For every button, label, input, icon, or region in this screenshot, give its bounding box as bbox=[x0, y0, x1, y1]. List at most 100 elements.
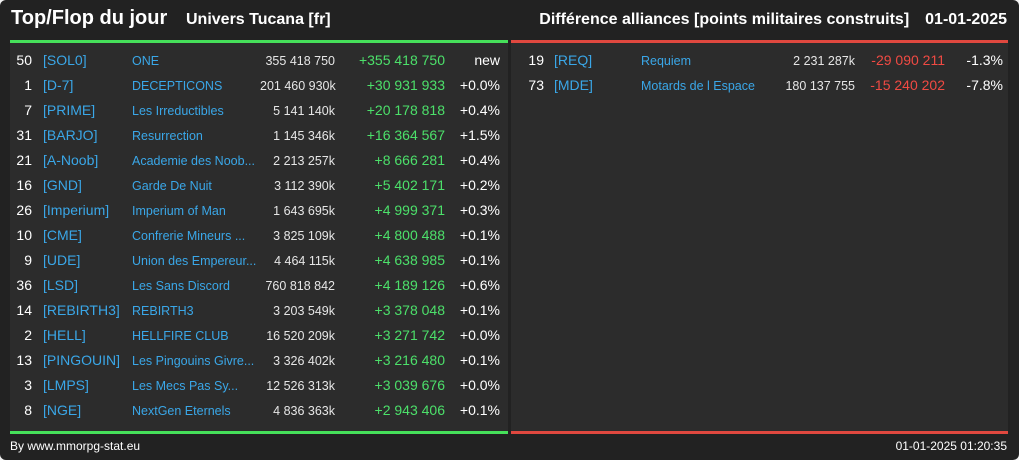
category-label: Différence alliances [points militaires … bbox=[539, 11, 910, 28]
rank-cell: 36 bbox=[16, 277, 32, 293]
alliance-tag-link[interactable]: [PINGOUIN] bbox=[43, 352, 121, 368]
table-row: 21 [A-Noob] Academie des Noob... 2 213 257k… bbox=[10, 148, 508, 173]
alliance-name-link[interactable]: Requiem bbox=[641, 54, 692, 68]
alliance-tag-link[interactable]: [REQ] bbox=[554, 52, 593, 68]
table-row: 16 [GND] Garde De Nuit 3 112 390k +5 402 171… bbox=[10, 173, 508, 198]
alliance-tag-link[interactable]: [BARJO] bbox=[43, 127, 98, 143]
alliance-name-link[interactable]: Imperium of Man bbox=[132, 204, 226, 218]
source-credit: By www.mmorpg-stat.eu bbox=[10, 439, 141, 453]
percent-cell: +0.0% bbox=[459, 327, 500, 343]
alliance-tag-link[interactable]: [SOL0] bbox=[43, 52, 87, 68]
table-row: 13 [PINGOUIN] Les Pingouins Givre... 3 326 … bbox=[10, 348, 508, 373]
flop-accent-bar bbox=[511, 40, 1008, 43]
flop-list: 19 [REQ] Requiem 2 231 287k -29 090 211 -1.3%… bbox=[511, 48, 1008, 98]
top-bottom-bar bbox=[10, 431, 508, 434]
alliance-tag-link[interactable]: [HELL] bbox=[43, 327, 86, 343]
top-accent-bar bbox=[10, 40, 508, 43]
alliance-tag-link[interactable]: [A-Noob] bbox=[43, 152, 99, 168]
percent-cell: +0.0% bbox=[459, 77, 500, 93]
difference-cell: -29 090 211 bbox=[871, 52, 945, 68]
flop-panel: 19 [REQ] Requiem 2 231 287k -29 090 211 -1.3%… bbox=[511, 43, 1008, 431]
percent-cell: +0.0% bbox=[459, 377, 500, 393]
alliance-name-link[interactable]: Les Mecs Pas Sy... bbox=[132, 379, 239, 393]
percent-cell: +0.4% bbox=[459, 102, 500, 118]
rank-cell: 16 bbox=[16, 177, 32, 193]
table-row: 7 [PRIME] Les Irreductibles 5 141 140k +20 1… bbox=[10, 98, 508, 123]
points-cell: 3 203 549k bbox=[273, 304, 335, 318]
table-row: 9 [UDE] Union des Empereur... 4 464 115k +4 … bbox=[10, 248, 508, 273]
alliance-tag-link[interactable]: [NGE] bbox=[43, 402, 82, 418]
difference-cell: +3 216 480 bbox=[374, 352, 445, 368]
table-row: 73 [MDE] Motards de l Espace 180 137 755 -15… bbox=[511, 73, 1008, 98]
difference-cell: +4 638 985 bbox=[374, 252, 445, 268]
alliance-tag-link[interactable]: [Imperium] bbox=[43, 202, 110, 218]
points-cell: 5 141 140k bbox=[273, 104, 335, 118]
alliance-name-link[interactable]: Garde De Nuit bbox=[132, 179, 212, 193]
rank-cell: 14 bbox=[16, 302, 32, 318]
alliance-name-link[interactable]: Les Irreductibles bbox=[132, 104, 224, 118]
percent-cell: +0.1% bbox=[459, 227, 500, 243]
flop-bottom-bar bbox=[511, 431, 1008, 434]
alliance-name-link[interactable]: Academie des Noob... bbox=[132, 154, 255, 168]
alliance-name-link[interactable]: Confrerie Mineurs ... bbox=[132, 229, 246, 243]
alliance-tag-link[interactable]: [PRIME] bbox=[43, 102, 96, 118]
top-panel: 50 [SOL0] ONE 355 418 750 +355 418 750 new 1 [D… bbox=[10, 43, 508, 431]
points-cell: 3 825 109k bbox=[273, 229, 335, 243]
alliance-tag-link[interactable]: [MDE] bbox=[554, 77, 593, 93]
percent-cell: +0.1% bbox=[459, 252, 500, 268]
percent-cell: +0.6% bbox=[459, 277, 500, 293]
alliance-tag-link[interactable]: [LSD] bbox=[43, 277, 79, 293]
table-row: 8 [NGE] NextGen Eternels 4 836 363k +2 943 4… bbox=[10, 398, 508, 423]
points-cell: 4 464 115k bbox=[274, 254, 335, 268]
header: Top/Flop du jour Univers Tucana [fr] Dif… bbox=[0, 0, 1019, 40]
rank-cell: 50 bbox=[16, 52, 32, 68]
difference-cell: +3 039 676 bbox=[374, 377, 445, 393]
percent-cell: -1.3% bbox=[966, 52, 1003, 68]
difference-cell: +20 178 818 bbox=[366, 102, 445, 118]
table-row: 14 [REBIRTH3] REBIRTH3 3 203 549k +3 378 048… bbox=[10, 298, 508, 323]
rank-cell: 10 bbox=[16, 227, 32, 243]
difference-cell: +5 402 171 bbox=[374, 177, 445, 193]
table-row: 19 [REQ] Requiem 2 231 287k -29 090 211 -1.3% bbox=[511, 48, 1008, 73]
rank-cell: 21 bbox=[16, 152, 32, 168]
alliance-name-link[interactable]: REBIRTH3 bbox=[132, 304, 194, 318]
alliance-tag-link[interactable]: [CME] bbox=[43, 227, 82, 243]
rank-cell: 31 bbox=[16, 127, 32, 143]
rank-cell: 8 bbox=[24, 402, 32, 418]
alliance-name-link[interactable]: HELLFIRE CLUB bbox=[132, 329, 229, 343]
alliance-name-link[interactable]: Motards de l Espace bbox=[641, 79, 755, 93]
difference-cell: +16 364 567 bbox=[366, 127, 445, 143]
alliance-name-link[interactable]: Les Pingouins Givre... bbox=[132, 354, 255, 368]
alliance-tag-link[interactable]: [GND] bbox=[43, 177, 82, 193]
rank-cell: 9 bbox=[24, 252, 32, 268]
alliance-name-link[interactable]: Les Sans Discord bbox=[132, 279, 230, 293]
points-cell: 1 145 346k bbox=[273, 129, 335, 143]
alliance-tag-link[interactable]: [LMPS] bbox=[43, 377, 89, 393]
alliance-tag-link[interactable]: [UDE] bbox=[43, 252, 81, 268]
header-date: 01-01-2025 bbox=[925, 11, 1007, 28]
universe-label: Univers Tucana [fr] bbox=[186, 11, 331, 28]
table-row: 1 [D-7] DECEPTICONS 201 460 930k +30 931 933… bbox=[10, 73, 508, 98]
alliance-name-link[interactable]: NextGen Eternels bbox=[132, 404, 231, 418]
alliance-name-link[interactable]: DECEPTICONS bbox=[132, 79, 223, 93]
points-cell: 2 231 287k bbox=[793, 54, 855, 68]
percent-cell: -7.8% bbox=[966, 77, 1003, 93]
alliance-name-link[interactable]: Resurrection bbox=[132, 129, 203, 143]
percent-cell: +0.4% bbox=[459, 152, 500, 168]
percent-cell: +1.5% bbox=[459, 127, 500, 143]
page-title: Top/Flop du jour bbox=[11, 7, 168, 29]
alliance-name-link[interactable]: ONE bbox=[132, 54, 160, 68]
rank-cell: 19 bbox=[528, 52, 544, 68]
alliance-name-link[interactable]: Union des Empereur... bbox=[132, 254, 257, 268]
alliance-tag-link[interactable]: [D-7] bbox=[43, 77, 74, 93]
difference-cell: +4 189 126 bbox=[374, 277, 445, 293]
rank-cell: 2 bbox=[24, 327, 32, 343]
table-row: 31 [BARJO] Resurrection 1 145 346k +16 364 5… bbox=[10, 123, 508, 148]
percent-cell: +0.3% bbox=[459, 202, 500, 218]
alliance-tag-link[interactable]: [REBIRTH3] bbox=[43, 302, 120, 318]
rank-cell: 3 bbox=[24, 377, 32, 393]
table-row: 36 [LSD] Les Sans Discord 760 818 842 +4 189… bbox=[10, 273, 508, 298]
rank-cell: 7 bbox=[24, 102, 32, 118]
difference-cell: +4 800 488 bbox=[374, 227, 445, 243]
